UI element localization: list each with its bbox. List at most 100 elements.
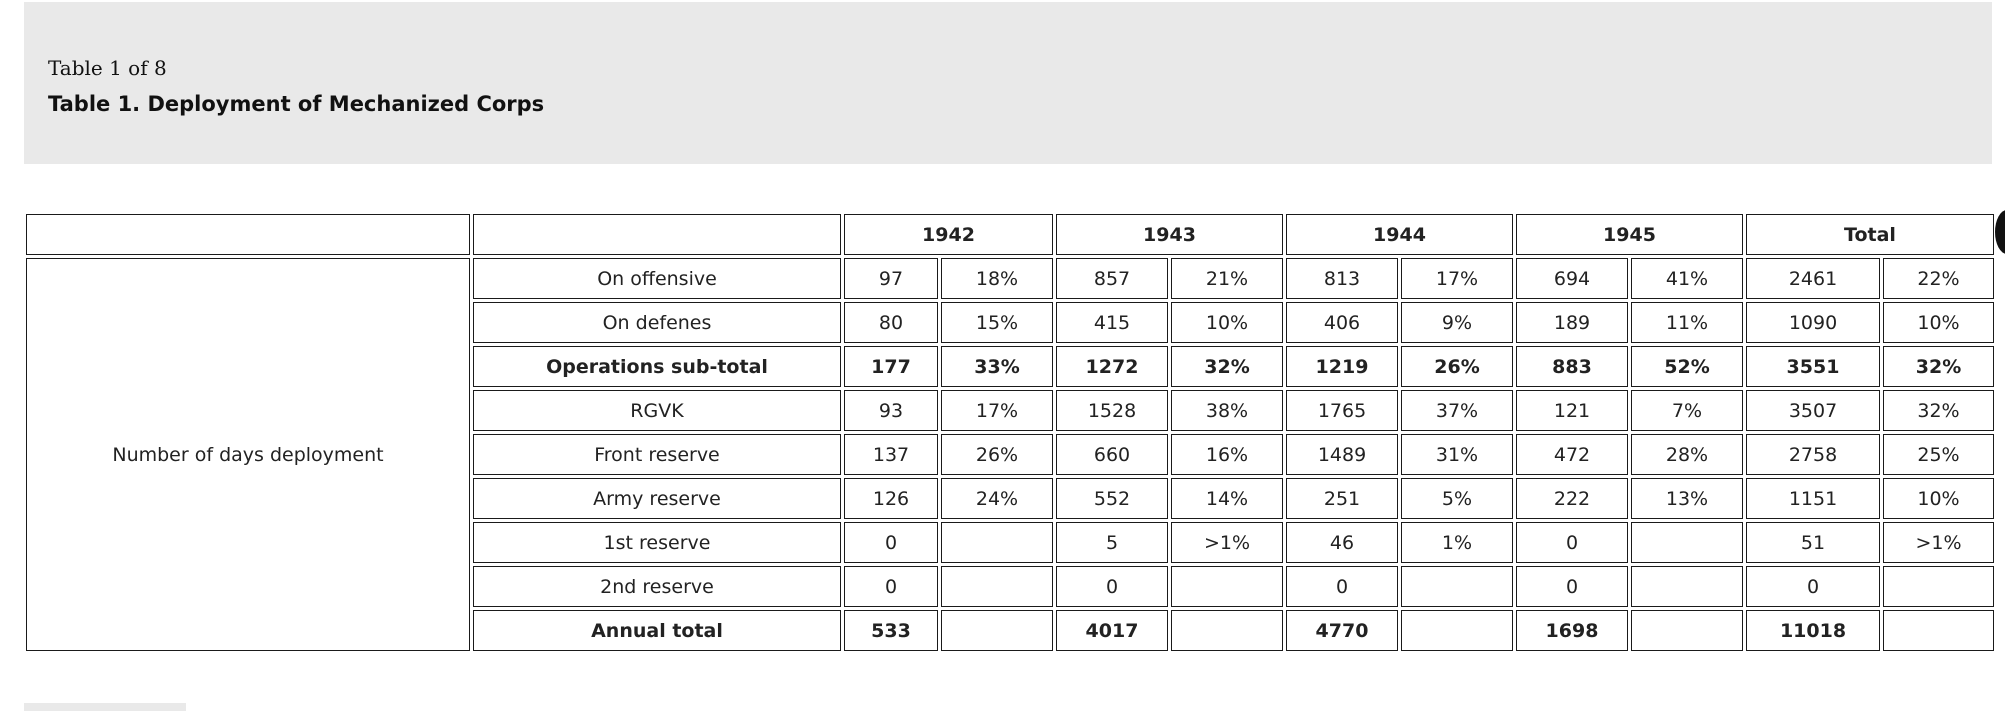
table-row: Annual total 533 4017 4770 1698 11018 [26, 610, 1994, 651]
percent-cell: 28% [1631, 434, 1743, 475]
percent-cell: 26% [1401, 346, 1513, 387]
value-cell: 406 [1286, 302, 1398, 343]
percent-cell: 37% [1401, 390, 1513, 431]
percent-cell: 25% [1883, 434, 1994, 475]
value-cell: 883 [1516, 346, 1628, 387]
percent-cell: 17% [1401, 258, 1513, 299]
percent-cell [1401, 610, 1513, 651]
row-label: On defenes [473, 302, 841, 343]
value-cell: 251 [1286, 478, 1398, 519]
row-label: On offensive [473, 258, 841, 299]
percent-cell: 15% [941, 302, 1053, 343]
row-label: Annual total [473, 610, 841, 651]
table-row: RGVK 93 17% 1528 38% 1765 37% 121 7% 3507 32% [26, 390, 1994, 431]
value-cell: 813 [1286, 258, 1398, 299]
scroll-indicator-icon[interactable] [1995, 210, 2005, 254]
header-year-1944: 1944 [1286, 214, 1513, 255]
row-group-label: Number of days deployment [26, 258, 470, 651]
value-cell: 4770 [1286, 610, 1398, 651]
percent-cell: 24% [941, 478, 1053, 519]
percent-cell [941, 610, 1053, 651]
value-cell: 126 [844, 478, 938, 519]
percent-cell [1171, 610, 1283, 651]
percent-cell: >1% [1883, 522, 1994, 563]
value-cell: 1151 [1746, 478, 1880, 519]
percent-cell: 31% [1401, 434, 1513, 475]
percent-cell: 17% [941, 390, 1053, 431]
value-cell: 121 [1516, 390, 1628, 431]
percent-cell [1883, 610, 1994, 651]
percent-cell: 38% [1171, 390, 1283, 431]
header-year-1945: 1945 [1516, 214, 1743, 255]
table-caption-panel [24, 2, 1992, 164]
percent-cell [941, 566, 1053, 607]
value-cell: 1528 [1056, 390, 1168, 431]
table-container: 1942 1943 1944 1945 Total Number of days… [26, 214, 1994, 651]
row-label: RGVK [473, 390, 841, 431]
value-cell: 80 [844, 302, 938, 343]
value-cell: 189 [1516, 302, 1628, 343]
value-cell: 3551 [1746, 346, 1880, 387]
percent-cell: 32% [1171, 346, 1283, 387]
percent-cell: >1% [1171, 522, 1283, 563]
table-row: 2nd reserve 0 0 0 0 0 [26, 566, 1994, 607]
table-counter: Table 1 of 8 [48, 56, 167, 80]
value-cell: 533 [844, 610, 938, 651]
percent-cell: 21% [1171, 258, 1283, 299]
percent-cell: 5% [1401, 478, 1513, 519]
value-cell: 0 [1056, 566, 1168, 607]
deployment-table: 1942 1943 1944 1945 Total Number of days… [23, 211, 1997, 654]
percent-cell [1883, 566, 1994, 607]
table-row: 1st reserve 0 5 >1% 46 1% 0 51 >1% [26, 522, 1994, 563]
percent-cell: 26% [941, 434, 1053, 475]
table-row: Operations sub-total 177 33% 1272 32% 1219 26%… [26, 346, 1994, 387]
value-cell: 0 [844, 566, 938, 607]
percent-cell: 32% [1883, 390, 1994, 431]
percent-cell: 1% [1401, 522, 1513, 563]
percent-cell: 18% [941, 258, 1053, 299]
value-cell: 0 [844, 522, 938, 563]
value-cell: 1698 [1516, 610, 1628, 651]
value-cell: 93 [844, 390, 938, 431]
value-cell: 1090 [1746, 302, 1880, 343]
percent-cell: 33% [941, 346, 1053, 387]
row-label: 2nd reserve [473, 566, 841, 607]
header-total: Total [1746, 214, 1994, 255]
percent-cell: 13% [1631, 478, 1743, 519]
header-year-1942: 1942 [844, 214, 1053, 255]
value-cell: 4017 [1056, 610, 1168, 651]
value-cell: 51 [1746, 522, 1880, 563]
value-cell: 5 [1056, 522, 1168, 563]
table-row: Army reserve 126 24% 552 14% 251 5% 222 13% 1151 1… [26, 478, 1994, 519]
value-cell: 11018 [1746, 610, 1880, 651]
value-cell: 0 [1516, 566, 1628, 607]
percent-cell: 32% [1883, 346, 1994, 387]
header-blank-cell [26, 214, 470, 255]
value-cell: 0 [1746, 566, 1880, 607]
value-cell: 137 [844, 434, 938, 475]
value-cell: 3507 [1746, 390, 1880, 431]
percent-cell: 10% [1883, 302, 1994, 343]
value-cell: 660 [1056, 434, 1168, 475]
value-cell: 1272 [1056, 346, 1168, 387]
value-cell: 0 [1516, 522, 1628, 563]
percent-cell: 22% [1883, 258, 1994, 299]
row-label: 1st reserve [473, 522, 841, 563]
percent-cell: 14% [1171, 478, 1283, 519]
bottom-panel-edge [24, 703, 186, 711]
percent-cell [941, 522, 1053, 563]
table-title: Table 1. Deployment of Mechanized Corps [48, 92, 545, 116]
percent-cell: 52% [1631, 346, 1743, 387]
table-row: On defenes 80 15% 415 10% 406 9% 189 11% 1090 10% [26, 302, 1994, 343]
percent-cell: 10% [1883, 478, 1994, 519]
value-cell: 415 [1056, 302, 1168, 343]
percent-cell [1631, 566, 1743, 607]
table-row: Number of days deployment On offensive 97 1… [26, 258, 1994, 651]
row-label: Operations sub-total [473, 346, 841, 387]
value-cell: 97 [844, 258, 938, 299]
percent-cell [1171, 566, 1283, 607]
percent-cell [1631, 610, 1743, 651]
header-blank-cell [473, 214, 841, 255]
percent-cell: 7% [1631, 390, 1743, 431]
value-cell: 472 [1516, 434, 1628, 475]
